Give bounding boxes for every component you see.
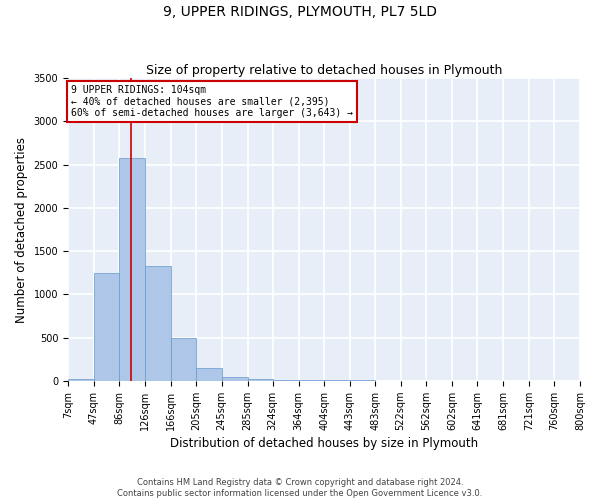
Y-axis label: Number of detached properties: Number of detached properties (15, 136, 28, 322)
Text: Contains HM Land Registry data © Crown copyright and database right 2024.
Contai: Contains HM Land Registry data © Crown c… (118, 478, 482, 498)
Bar (119, 158, 145, 381)
Bar (248, 378, 272, 381)
Bar (145, 266, 170, 381)
Bar (94, 272, 119, 381)
Bar (196, 368, 221, 381)
Title: Size of property relative to detached houses in Plymouth: Size of property relative to detached ho… (146, 64, 502, 77)
X-axis label: Distribution of detached houses by size in Plymouth: Distribution of detached houses by size … (170, 437, 478, 450)
Bar (170, 338, 196, 381)
Text: 9, UPPER RIDINGS, PLYMOUTH, PL7 5LD: 9, UPPER RIDINGS, PLYMOUTH, PL7 5LD (163, 5, 437, 19)
Bar (68, 379, 94, 381)
Bar (221, 378, 248, 381)
Bar (272, 380, 299, 381)
Text: 9 UPPER RIDINGS: 104sqm
← 40% of detached houses are smaller (2,395)
60% of semi: 9 UPPER RIDINGS: 104sqm ← 40% of detache… (71, 85, 353, 118)
